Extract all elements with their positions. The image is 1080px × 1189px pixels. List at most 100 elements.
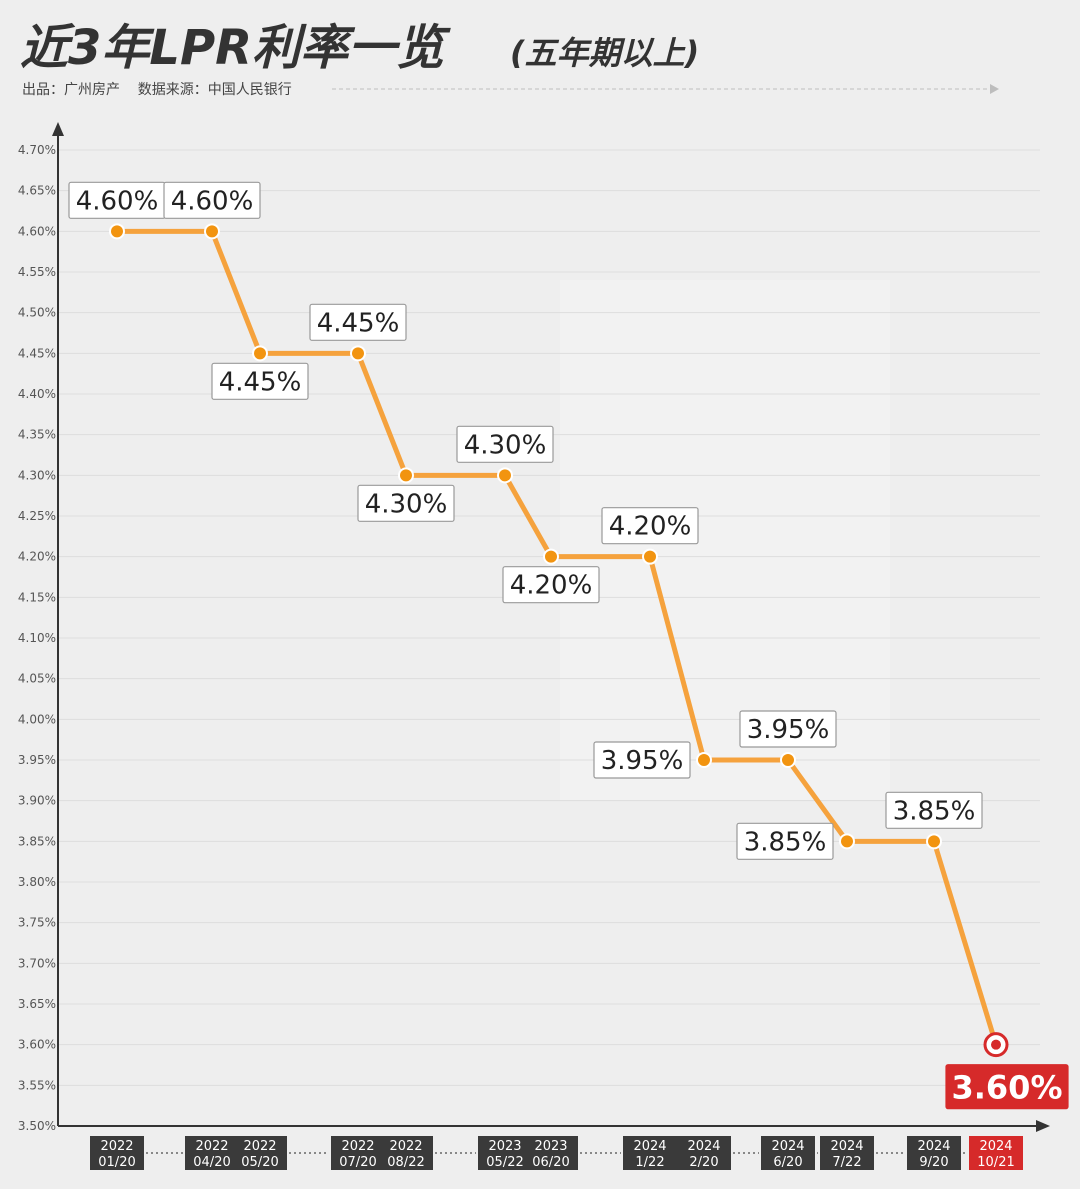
data-label-box bbox=[309, 303, 407, 341]
data-label-text: 4.60% bbox=[76, 186, 159, 216]
data-label-text: 4.60% bbox=[171, 186, 254, 216]
data-point bbox=[398, 467, 414, 484]
data-label: 4.60% bbox=[68, 181, 166, 219]
date-box bbox=[623, 1136, 677, 1170]
y-tick-label: 4.55% bbox=[18, 265, 56, 279]
y-tick-label: 4.05% bbox=[18, 672, 56, 686]
y-tick-label: 4.10% bbox=[18, 631, 56, 645]
data-label: 3.95% bbox=[593, 741, 691, 779]
data-label-text: 4.20% bbox=[510, 571, 593, 601]
data-label-text: 3.85% bbox=[744, 827, 827, 857]
gridlines bbox=[58, 149, 1040, 1086]
date-year: 2022 bbox=[341, 1139, 374, 1154]
data-point bbox=[926, 833, 942, 850]
y-tick-label: 4.30% bbox=[18, 468, 56, 482]
y-tick-label: 3.50% bbox=[18, 1119, 56, 1133]
date-box bbox=[331, 1136, 385, 1170]
data-point bbox=[839, 833, 855, 850]
data-label: 4.20% bbox=[601, 507, 699, 545]
data-label: 3.60% bbox=[945, 1064, 1069, 1110]
data-point bbox=[642, 548, 658, 565]
credits-arrow bbox=[990, 84, 999, 94]
y-tick-label: 3.55% bbox=[18, 1078, 56, 1092]
date-box bbox=[524, 1136, 578, 1170]
data-point bbox=[350, 345, 366, 362]
y-tick-label: 3.90% bbox=[18, 794, 56, 808]
date-day: 08/22 bbox=[387, 1155, 424, 1170]
data-label-box bbox=[211, 362, 309, 400]
data-labels: 4.60% 4.60% 4.45% 4.45% 4.30% 4.30% 4.20% 4.20%… bbox=[68, 181, 1069, 1110]
data-label-box bbox=[456, 425, 554, 463]
data-label-box bbox=[601, 507, 699, 545]
data-label-box bbox=[945, 1064, 1069, 1110]
data-label-text: 4.30% bbox=[365, 489, 448, 519]
date-box bbox=[478, 1136, 532, 1170]
data-point bbox=[780, 752, 796, 768]
data-label-box bbox=[593, 741, 691, 779]
date-year: 2024 bbox=[771, 1139, 804, 1154]
date-year: 2023 bbox=[488, 1139, 521, 1154]
date-box bbox=[379, 1136, 433, 1170]
data-label: 3.85% bbox=[885, 791, 983, 829]
y-tick-label: 4.15% bbox=[18, 590, 56, 604]
data-label-text: 3.95% bbox=[747, 715, 830, 745]
y-tick-label: 3.65% bbox=[18, 997, 56, 1011]
data-markers bbox=[109, 223, 1009, 1058]
y-tick-label: 3.85% bbox=[18, 834, 56, 848]
x-axis-arrow bbox=[1036, 1120, 1050, 1132]
data-point bbox=[204, 223, 220, 240]
x-tick-labels: 202201/20202204/20202205/20202207/202022… bbox=[90, 1136, 1023, 1170]
date-year: 2022 bbox=[100, 1139, 133, 1154]
data-label-box bbox=[502, 566, 600, 604]
date-day: 2/20 bbox=[689, 1155, 718, 1170]
date-day: 05/20 bbox=[241, 1155, 278, 1170]
data-label-text: 3.60% bbox=[951, 1069, 1062, 1107]
date-box bbox=[907, 1136, 961, 1170]
data-point bbox=[497, 467, 513, 484]
date-box bbox=[90, 1136, 144, 1170]
date-day: 1/22 bbox=[635, 1155, 664, 1170]
date-box bbox=[185, 1136, 239, 1170]
data-label-text: 4.45% bbox=[219, 367, 302, 397]
data-label: 3.85% bbox=[736, 822, 834, 860]
data-label: 3.95% bbox=[739, 710, 837, 748]
data-label: 4.45% bbox=[211, 362, 309, 400]
data-point bbox=[252, 345, 268, 362]
date-box bbox=[820, 1136, 874, 1170]
date-year: 2022 bbox=[389, 1139, 422, 1154]
y-tick-label: 4.60% bbox=[18, 224, 56, 238]
data-label: 4.60% bbox=[163, 181, 261, 219]
date-year: 2022 bbox=[243, 1139, 276, 1154]
data-label-box bbox=[885, 791, 983, 829]
data-point bbox=[109, 223, 125, 240]
y-tick-label: 4.45% bbox=[18, 346, 56, 360]
y-tick-label: 3.60% bbox=[18, 1038, 56, 1052]
y-tick-label: 4.00% bbox=[18, 712, 56, 726]
date-day: 10/21 bbox=[977, 1155, 1014, 1170]
data-label-box bbox=[739, 710, 837, 748]
data-label: 4.20% bbox=[502, 566, 600, 604]
y-tick-label: 4.35% bbox=[18, 428, 56, 442]
y-tick-label: 3.95% bbox=[18, 753, 56, 767]
data-label-text: 4.30% bbox=[464, 430, 547, 460]
date-day: 9/20 bbox=[919, 1155, 948, 1170]
data-label-box bbox=[163, 181, 261, 219]
chart-credits: 出品：广州房产 数据来源：中国人民银行 bbox=[22, 82, 292, 98]
date-year: 2024 bbox=[633, 1139, 666, 1154]
y-tick-label: 4.70% bbox=[18, 143, 56, 157]
chart-subtitle: (五年期以上) bbox=[510, 34, 699, 72]
date-day: 07/20 bbox=[339, 1155, 376, 1170]
data-label-text: 4.45% bbox=[317, 308, 400, 338]
date-year: 2023 bbox=[534, 1139, 567, 1154]
date-year: 2022 bbox=[195, 1139, 228, 1154]
